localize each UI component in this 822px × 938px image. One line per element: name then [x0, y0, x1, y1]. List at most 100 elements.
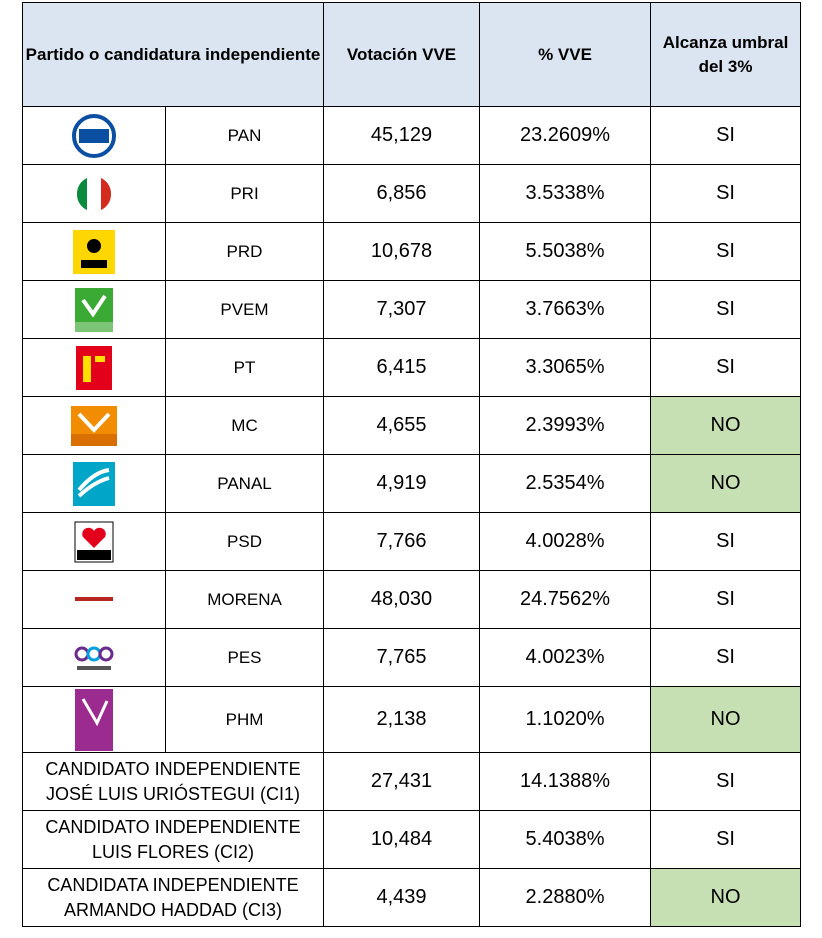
- table-row: CANDIDATA INDEPENDIENTE ARMANDO HADDAD (…: [21, 868, 802, 927]
- cell: [22, 512, 166, 571]
- cell: 6,856: [323, 164, 481, 223]
- cell: 4,655: [323, 396, 481, 455]
- cell: 23.2609%: [479, 106, 652, 165]
- cell: SI: [650, 106, 802, 165]
- cell: SI: [650, 628, 802, 687]
- table-row: MORENA 48,030 24.7562% SI: [22, 570, 802, 629]
- cell: 7,766: [323, 512, 481, 571]
- cell: 14.1388%: [479, 752, 652, 811]
- table-row: PT 6,415 3.3065% SI: [22, 338, 802, 397]
- cell: MC: [164, 396, 325, 455]
- cell: PES: [164, 628, 325, 687]
- cell: NO: [650, 454, 802, 513]
- table-row: PRD 10,678 5.5038% SI: [22, 222, 802, 281]
- cell: 10,678: [323, 222, 481, 281]
- table-row: MC 4,655 2.3993% NO: [22, 396, 802, 455]
- party-logo: [72, 113, 116, 158]
- cell: SI: [650, 280, 802, 339]
- cell: 10,484: [323, 810, 481, 869]
- cell: 2.2880%: [479, 868, 652, 927]
- header-cell: Votación VVE: [323, 2, 481, 107]
- cell: [22, 570, 166, 629]
- cell: PHM: [164, 686, 325, 753]
- results-table: Partido o candidatura independiente Vota…: [21, 2, 802, 927]
- cell: [22, 222, 166, 281]
- cell: [22, 628, 166, 687]
- cell: 6,415: [323, 338, 481, 397]
- table-row: PES 7,765 4.0023% SI: [22, 628, 802, 687]
- cell: 1.1020%: [479, 686, 652, 753]
- table-row: PANAL 4,919 2.5354% NO: [22, 454, 802, 513]
- cell: SI: [650, 570, 802, 629]
- cell: 7,307: [323, 280, 481, 339]
- cell: SI: [650, 338, 802, 397]
- table-row: PAN 45,129 23.2609% SI: [22, 106, 802, 165]
- cell: 2.5354%: [479, 454, 652, 513]
- cell: 7,765: [323, 628, 481, 687]
- cell: 4,439: [323, 868, 481, 927]
- cell: PSD: [164, 512, 325, 571]
- cell: 24.7562%: [479, 570, 652, 629]
- table-row: CANDIDATO INDEPENDIENTE JOSÉ LUIS URIÓST…: [21, 752, 802, 811]
- cell: 48,030: [323, 570, 481, 629]
- table-body: PAN 45,129 23.2609% SI PRI 6,856 3.5338% SI PRD 1…: [21, 106, 802, 927]
- cell: SI: [650, 752, 802, 811]
- party-logo: [74, 521, 114, 562]
- cell: 5.5038%: [479, 222, 652, 281]
- cell: 4.0028%: [479, 512, 652, 571]
- cell: CANDIDATA INDEPENDIENTE ARMANDO HADDAD (…: [21, 868, 325, 927]
- party-logo: [75, 688, 113, 751]
- table-row: PVEM 7,307 3.7663% SI: [22, 280, 802, 339]
- cell: [22, 686, 166, 753]
- cell: MORENA: [164, 570, 325, 629]
- party-logo: [73, 461, 115, 506]
- cell: 27,431: [323, 752, 481, 811]
- cell: 45,129: [323, 106, 481, 165]
- party-logo: [75, 287, 113, 332]
- cell: NO: [650, 686, 802, 753]
- cell: 3.7663%: [479, 280, 652, 339]
- party-logo: [71, 591, 117, 606]
- cell: [22, 280, 166, 339]
- cell: [22, 106, 166, 165]
- cell: PANAL: [164, 454, 325, 513]
- cell: CANDIDATO INDEPENDIENTE LUIS FLORES (CI2…: [21, 810, 325, 869]
- cell: SI: [650, 512, 802, 571]
- cell: PRD: [164, 222, 325, 281]
- cell: [22, 396, 166, 455]
- table-row: PRI 6,856 3.5338% SI: [22, 164, 802, 223]
- cell: SI: [650, 164, 802, 223]
- cell: CANDIDATO INDEPENDIENTE JOSÉ LUIS URIÓST…: [21, 752, 325, 811]
- party-logo: [71, 405, 117, 446]
- cell: 3.5338%: [479, 164, 652, 223]
- cell: NO: [650, 868, 802, 927]
- cell: PVEM: [164, 280, 325, 339]
- cell: 4,919: [323, 454, 481, 513]
- header-cell: % VVE: [479, 2, 652, 107]
- cell: [22, 454, 166, 513]
- header-cell: Partido o candidatura independiente: [21, 2, 325, 107]
- cell: PAN: [164, 106, 325, 165]
- cell: [22, 164, 166, 223]
- cell: 4.0023%: [479, 628, 652, 687]
- header-cell: Alcanza umbral del 3%: [650, 2, 802, 107]
- party-logo: [73, 229, 115, 274]
- cell: 2,138: [323, 686, 481, 753]
- party-logo: [74, 646, 114, 670]
- cell: 3.3065%: [479, 338, 652, 397]
- header-row: Partido o candidatura independiente Vota…: [21, 2, 802, 107]
- cell: PT: [164, 338, 325, 397]
- cell: 2.3993%: [479, 396, 652, 455]
- cell: SI: [650, 222, 802, 281]
- table-row: CANDIDATO INDEPENDIENTE LUIS FLORES (CI2…: [21, 810, 802, 869]
- cell: PRI: [164, 164, 325, 223]
- party-logo: [76, 345, 112, 390]
- table-row: PHM 2,138 1.1020% NO: [22, 686, 802, 753]
- table-row: PSD 7,766 4.0028% SI: [22, 512, 802, 571]
- cell: SI: [650, 810, 802, 869]
- cell: [22, 338, 166, 397]
- party-logo: [74, 173, 114, 214]
- cell: 5.4038%: [479, 810, 652, 869]
- cell: NO: [650, 396, 802, 455]
